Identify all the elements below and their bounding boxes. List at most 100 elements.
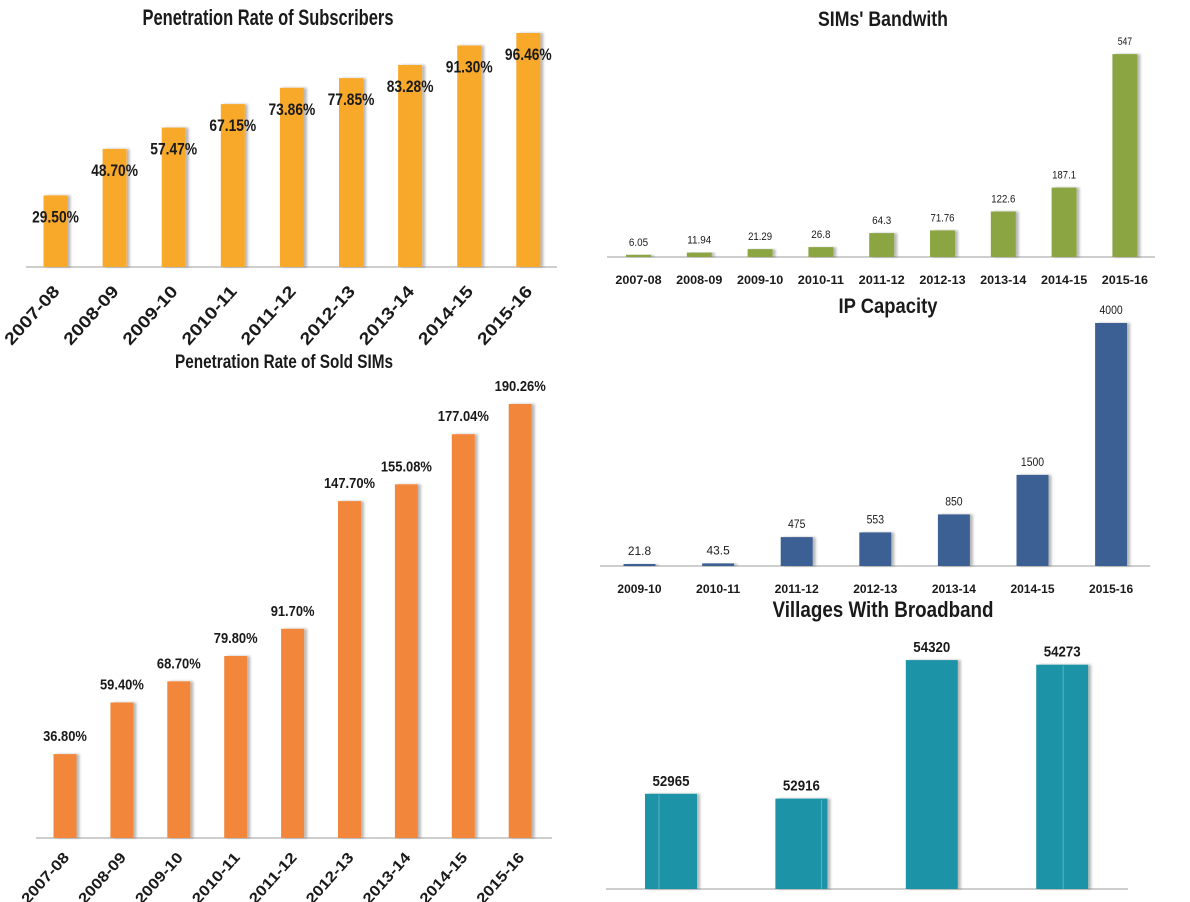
ip-capacity-x-tick-label: 2011-12 (775, 582, 819, 596)
ip-capacity-x-tick-label: 2012-13 (853, 582, 897, 596)
subscribers-bar (457, 45, 482, 267)
ip-capacity-x-tick-label: 2015-16 (1089, 582, 1133, 596)
subscribers-bar (516, 33, 541, 267)
chart-title: IP Capacity (839, 295, 938, 318)
bandwidth-bar (1051, 187, 1077, 257)
bandwidth-x-tick-label: 2008-09 (676, 273, 723, 287)
bandwidth-x-tick-label: 2010-11 (798, 273, 845, 287)
sold-sims-bar (451, 434, 475, 838)
ip-capacity-x-tick-label: 2010-11 (696, 582, 740, 596)
sold-sims-data-label: 190.26% (495, 378, 546, 395)
bandwidth-bar (808, 247, 834, 257)
sold-sims-data-label: 177.04% (438, 408, 489, 425)
villages-data-label: 52965 (653, 773, 690, 790)
subscribers-bar (161, 127, 186, 267)
subscribers-data-label: 91.30% (446, 58, 493, 77)
sold-sims-bar (53, 754, 77, 838)
subscribers-data-label: 73.86% (269, 100, 316, 119)
ip-capacity-bar (1095, 323, 1128, 566)
subscribers-bar (279, 87, 304, 267)
sold-sims-data-label: 147.70% (324, 475, 375, 492)
subscribers-data-label: 48.70% (91, 161, 138, 180)
ip-capacity-bar (859, 532, 892, 566)
sold-sims-bar (394, 484, 418, 838)
chart-bandwidth: SIMs' Bandwith 6.05 2007-08 11.94 2008-09 21… (607, 8, 1155, 287)
sold-sims-bar (110, 702, 134, 838)
sold-sims-bar (224, 656, 248, 838)
ip-capacity-data-label: 553 (867, 514, 884, 526)
chart-title: Penetration Rate of Subscribers (143, 5, 394, 30)
bandwidth-x-tick-label: 2014-15 (1041, 273, 1088, 287)
ip-capacity-data-label: 475 (788, 519, 805, 531)
chart-title: Penetration Rate of Sold SIMs (175, 352, 393, 373)
villages-bar (645, 793, 697, 889)
ip-capacity-x-tick-label: 2013-14 (932, 582, 976, 596)
sold-sims-data-label: 68.70% (157, 655, 201, 672)
ip-capacity-data-label: 1500 (1021, 457, 1044, 469)
sold-sims-bar (508, 404, 532, 838)
bandwidth-bar (930, 230, 955, 257)
sold-sims-data-label: 91.70% (271, 603, 315, 620)
sold-sims-bar (167, 681, 191, 838)
bandwidth-x-tick-label: 2015-16 (1102, 273, 1149, 287)
villages-bar (1036, 664, 1089, 889)
villages-data-label: 54273 (1044, 644, 1081, 661)
ip-capacity-bar (937, 514, 970, 566)
bandwidth-x-tick-label: 2009-10 (737, 273, 784, 287)
subscribers-bar (43, 195, 68, 267)
villages-bar (905, 660, 958, 889)
ip-capacity-data-label: 21.8 (628, 546, 651, 558)
ip-capacity-x-tick-label: 2014-15 (1010, 582, 1054, 596)
bandwidth-data-label: 6.05 (629, 237, 648, 249)
chart-ip-capacity: IP Capacity 21.8 2009-10 43.5 2010-11 475 201… (600, 295, 1150, 596)
subscribers-bar (339, 78, 363, 267)
bandwidth-bar (747, 249, 773, 257)
sold-sims-data-label: 79.80% (214, 630, 258, 647)
bandwidth-data-label: 26.8 (811, 229, 830, 241)
bandwidth-bar (1112, 54, 1138, 257)
bandwidth-bar (686, 252, 712, 257)
bandwidth-data-label: 21.29 (748, 231, 772, 243)
sold-sims-bar (281, 628, 305, 838)
subscribers-bar (102, 148, 127, 267)
bandwidth-bar (869, 233, 895, 257)
ip-capacity-data-label: 43.5 (707, 545, 730, 557)
bandwidth-bar (626, 254, 651, 257)
chart-title: Villages With Broadband (773, 597, 994, 622)
chart-villages: Villages With Broadband 52965 52916 54320 5… (606, 597, 1128, 890)
ip-capacity-bar (623, 564, 656, 566)
villages-bar (775, 798, 828, 889)
ip-capacity-data-label: 4000 (1100, 305, 1123, 317)
bandwidth-x-tick-label: 2013-14 (980, 273, 1027, 287)
bandwidth-x-tick-label: 2011-12 (859, 273, 906, 287)
subscribers-data-label: 77.85% (328, 90, 375, 109)
ip-capacity-x-tick-label: 2009-10 (617, 582, 661, 596)
subscribers-data-label: 57.47% (150, 140, 197, 159)
villages-data-label: 54320 (913, 639, 950, 656)
bandwidth-data-label: 122.6 (991, 194, 1015, 206)
subscribers-bar (220, 104, 245, 267)
bandwidth-x-tick-label: 2012-13 (919, 273, 966, 287)
ip-capacity-data-label: 850 (945, 496, 962, 508)
sold-sims-data-label: 36.80% (43, 728, 87, 745)
subscribers-data-label: 67.15% (209, 116, 256, 135)
subscribers-data-label: 96.46% (505, 45, 552, 64)
bandwidth-data-label: 64.3 (872, 215, 891, 227)
villages-data-label: 52916 (783, 778, 820, 795)
sold-sims-data-label: 155.08% (381, 458, 432, 475)
subscribers-data-label: 29.50% (32, 207, 79, 226)
bandwidth-data-label: 11.94 (687, 235, 711, 247)
chart-title: SIMs' Bandwith (818, 8, 948, 31)
ip-capacity-bar (1016, 474, 1049, 566)
ip-capacity-bar (702, 563, 735, 566)
bandwidth-data-label: 187.1 (1052, 170, 1076, 182)
bandwidth-bar (990, 211, 1016, 257)
ip-capacity-bar (780, 537, 813, 566)
bandwidth-x-tick-label: 2007-08 (615, 273, 662, 287)
sold-sims-bar (338, 501, 361, 838)
subscribers-data-label: 83.28% (387, 77, 434, 96)
subscribers-bar (398, 65, 423, 267)
sold-sims-data-label: 59.40% (100, 677, 144, 694)
